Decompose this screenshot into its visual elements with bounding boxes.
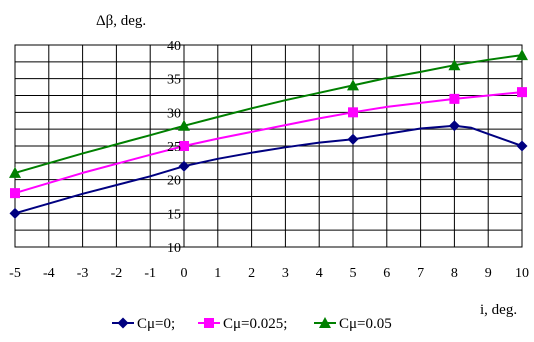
x-tick-label: 1 — [214, 266, 221, 281]
legend-item-1: Cμ=0.025; — [198, 316, 287, 332]
x-tick-label: 7 — [417, 266, 424, 281]
grid — [14, 44, 523, 248]
x-tick-label: 0 — [181, 266, 188, 281]
series-group — [9, 49, 528, 219]
data-point-0 — [448, 120, 460, 132]
data-point-0 — [178, 160, 190, 172]
x-tick-label: -1 — [144, 266, 156, 281]
x-tick-label: 5 — [350, 266, 357, 281]
x-tick-label: 3 — [282, 266, 289, 281]
data-point-2 — [9, 166, 21, 178]
data-point-1 — [348, 107, 358, 118]
data-point-0 — [516, 140, 528, 152]
x-tick-label: 6 — [383, 266, 390, 281]
x-tick-label: 2 — [248, 266, 255, 281]
x-axis-label: i, deg. — [480, 302, 517, 318]
series-2 — [9, 49, 528, 178]
legend-item-2: Cμ=0.05 — [314, 316, 392, 332]
data-point-2 — [347, 79, 359, 91]
data-point-0 — [9, 207, 21, 219]
data-point-2 — [178, 119, 190, 131]
data-point-2 — [516, 49, 528, 61]
x-tick-label: -5 — [9, 266, 21, 281]
legend-marker — [117, 317, 129, 329]
data-point-2 — [448, 59, 461, 71]
legend-marker — [204, 318, 214, 328]
x-tick-label: -3 — [77, 266, 89, 281]
series-line-2 — [14, 54, 523, 174]
y-tick-label: 10 — [167, 241, 181, 256]
data-point-1 — [449, 93, 460, 104]
x-tick-label: 4 — [316, 266, 323, 281]
x-tick-label: 8 — [451, 266, 458, 281]
legend-marker — [319, 317, 331, 328]
y-tick-label: 30 — [167, 106, 181, 121]
series-line-1 — [14, 91, 523, 195]
series-line-0 — [14, 124, 523, 215]
y-tick-label: 40 — [167, 39, 181, 54]
x-tick-label: 10 — [515, 266, 529, 281]
series-1 — [10, 87, 527, 199]
y-axis-label: Δβ, deg. — [96, 13, 146, 29]
x-tick-label: -2 — [111, 266, 123, 281]
y-tick-labels: 10 15 20 25 30 35 40 — [167, 39, 181, 256]
legend-label: Cμ=0.025; — [223, 316, 287, 332]
legend-item-0: Cμ=0; — [112, 316, 175, 332]
legend: Cμ=0; Cμ=0.025; Cμ=0.05 — [112, 316, 392, 332]
data-point-1 — [179, 141, 189, 151]
x-tick-label: -4 — [43, 266, 55, 281]
y-tick-label: 15 — [167, 207, 181, 222]
y-tick-label: 35 — [167, 73, 181, 88]
y-tick-label: 25 — [167, 140, 181, 155]
series-0 — [9, 120, 528, 219]
x-tick-label: 9 — [485, 266, 492, 281]
x-tick-labels: -5 -4 -3 -2 -1 0 1 2 3 4 5 6 7 8 9 10 — [9, 266, 529, 281]
legend-label: Cμ=0.05 — [339, 316, 392, 332]
y-tick-label: 20 — [167, 174, 181, 189]
data-point-1 — [10, 188, 20, 199]
legend-label: Cμ=0; — [137, 316, 175, 332]
data-point-1 — [517, 87, 527, 98]
data-point-0 — [347, 133, 359, 145]
